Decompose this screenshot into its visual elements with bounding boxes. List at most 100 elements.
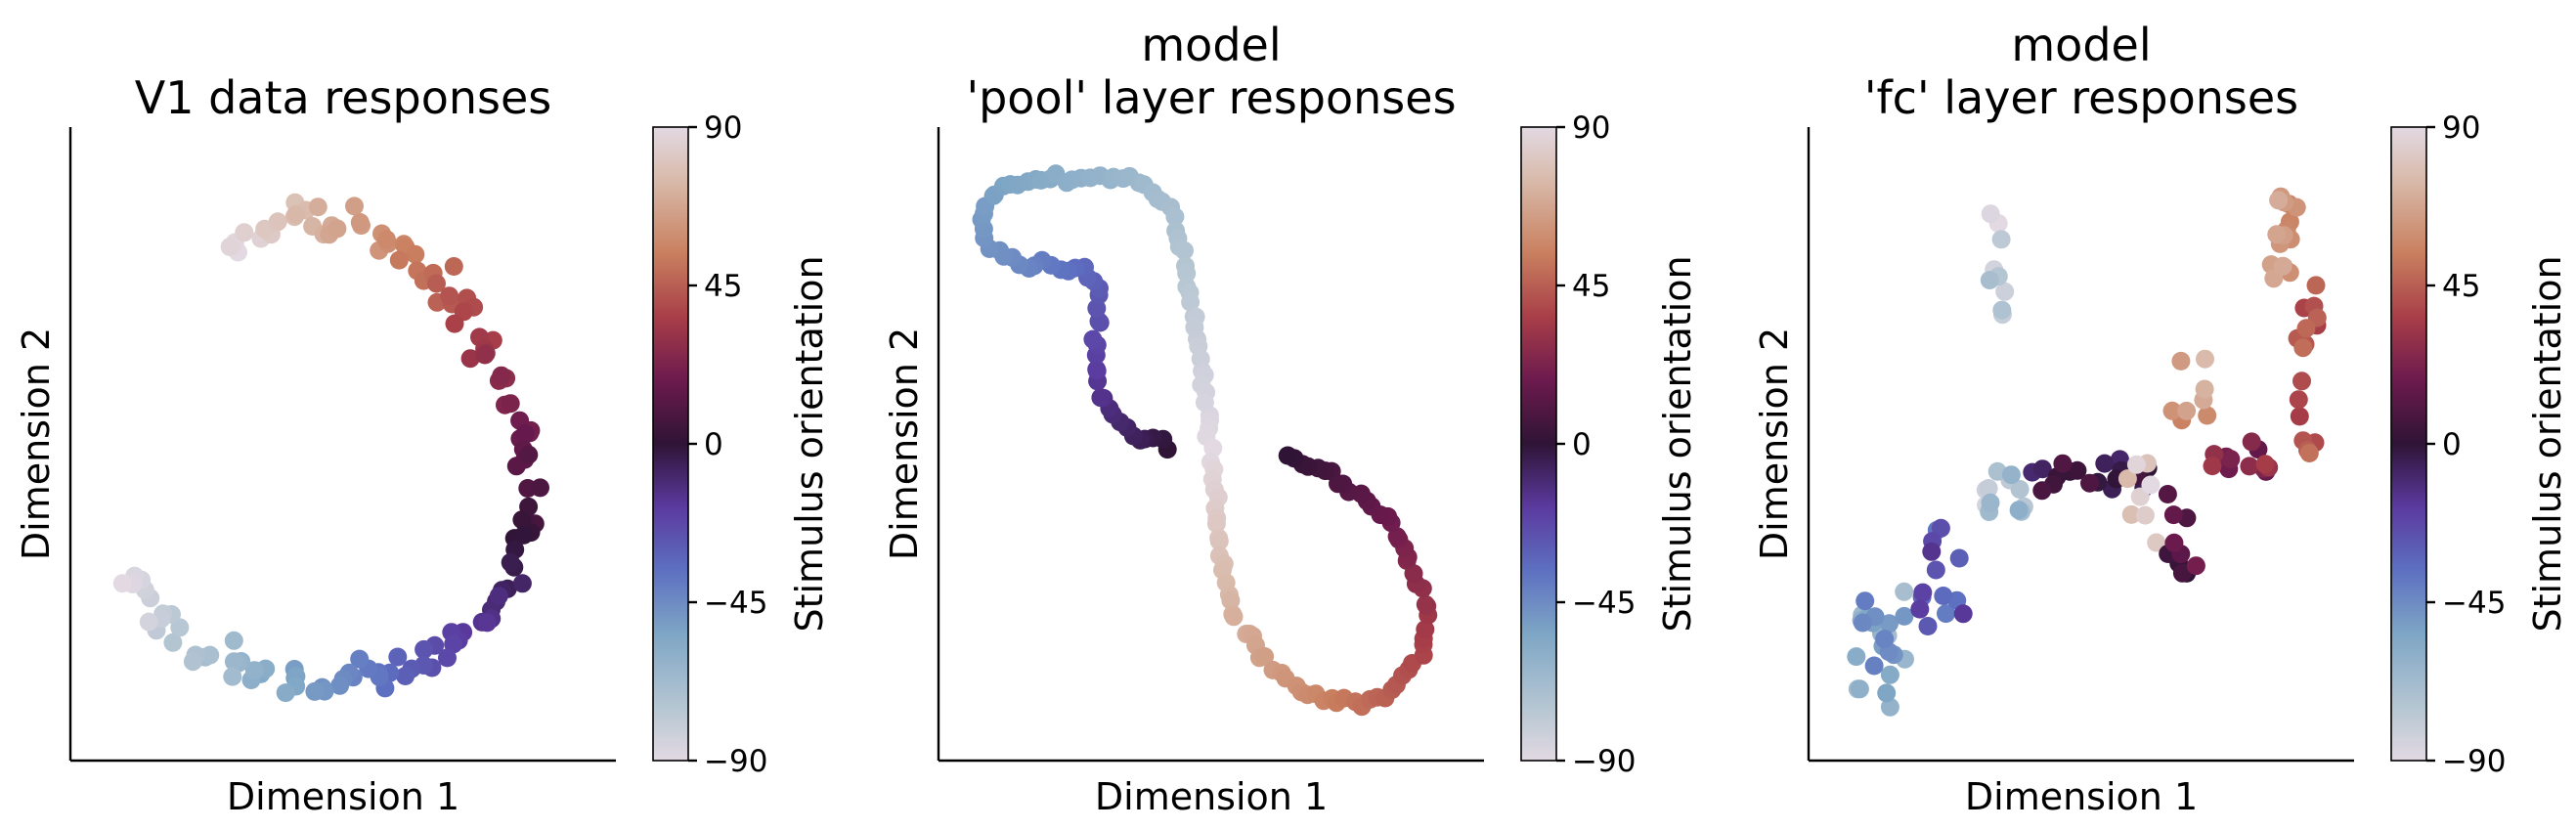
data-point xyxy=(2032,459,2052,479)
data-point xyxy=(445,314,464,333)
data-point xyxy=(475,345,495,365)
data-point xyxy=(1091,388,1111,408)
data-point xyxy=(2196,349,2214,369)
data-point xyxy=(2009,501,2029,520)
data-point xyxy=(139,612,158,632)
data-point xyxy=(1991,230,2011,249)
data-point xyxy=(2306,276,2326,295)
data-point xyxy=(2118,469,2137,489)
colorbar-gradient xyxy=(1521,127,1556,761)
data-point xyxy=(305,681,325,701)
data-point xyxy=(345,197,364,216)
data-point xyxy=(1087,360,1107,379)
data-point xyxy=(438,648,457,668)
data-point xyxy=(376,230,396,249)
data-point xyxy=(2255,455,2275,474)
data-point xyxy=(1980,271,1999,289)
scatter-points xyxy=(112,193,549,703)
data-point xyxy=(1937,604,1955,624)
chart-title: model xyxy=(1141,19,1281,71)
colorbar-tick-label: 45 xyxy=(2442,269,2480,304)
colorbar-label: Stimulus orientation xyxy=(788,255,831,632)
data-point xyxy=(1278,446,1297,465)
data-point xyxy=(1853,613,1872,633)
data-point xyxy=(1913,583,1933,602)
data-point xyxy=(1875,630,1895,649)
data-point xyxy=(2032,481,2052,501)
data-point xyxy=(200,645,220,665)
data-point xyxy=(2242,432,2261,452)
data-point xyxy=(492,366,511,385)
data-point xyxy=(519,445,539,464)
colorbar: −90 −45 0 45 90 Stimulus orientation xyxy=(652,110,831,779)
data-point xyxy=(2001,465,2021,485)
data-point xyxy=(2135,505,2155,525)
data-point xyxy=(1175,240,1194,260)
y-axis-label: Dimension 2 xyxy=(883,328,926,560)
data-point xyxy=(330,676,350,695)
data-point xyxy=(1953,604,1973,624)
data-point xyxy=(501,552,520,572)
data-point xyxy=(1877,683,1897,703)
data-point xyxy=(224,652,243,672)
data-point xyxy=(183,652,202,672)
data-point xyxy=(1918,617,1938,635)
colorbar-tick-label: 90 xyxy=(1572,110,1610,146)
chart-title: V1 data responses xyxy=(135,71,552,124)
data-point xyxy=(1926,560,1945,580)
data-point xyxy=(1165,207,1185,227)
x-axis-label: Dimension 1 xyxy=(1965,775,2198,818)
data-point xyxy=(2177,401,2197,420)
colorbar-gradient xyxy=(653,127,688,761)
data-point xyxy=(2292,371,2311,391)
data-point xyxy=(515,424,535,443)
data-point xyxy=(276,683,295,703)
data-point xyxy=(244,661,264,680)
data-point xyxy=(2147,533,2166,552)
data-point xyxy=(406,244,425,264)
colorbar-tick-label: −90 xyxy=(1572,744,1636,779)
data-point xyxy=(112,574,132,593)
data-point xyxy=(1177,264,1197,284)
colorbar-tick-label: −90 xyxy=(704,744,767,779)
data-point xyxy=(389,250,409,270)
data-point xyxy=(1910,599,1930,619)
data-point xyxy=(1255,647,1275,666)
data-point xyxy=(2203,457,2222,476)
data-point xyxy=(350,213,370,232)
colorbar-tick-label: −90 xyxy=(2442,744,2506,779)
data-point xyxy=(220,238,240,256)
colorbar-tick-label: 0 xyxy=(2442,427,2462,462)
panel-v1-data: V1 data responses Dimension 1 Dimension 2 −… xyxy=(15,71,831,818)
data-point xyxy=(2269,191,2289,210)
data-point xyxy=(163,633,183,652)
data-point xyxy=(396,667,415,685)
data-point xyxy=(350,649,370,669)
data-point xyxy=(415,639,434,659)
data-point xyxy=(460,349,480,369)
data-point xyxy=(2198,406,2217,425)
data-point xyxy=(531,478,549,498)
data-point xyxy=(1224,607,1244,627)
data-point xyxy=(2162,401,2182,420)
colorbar-label: Stimulus orientation xyxy=(2526,255,2569,632)
data-point xyxy=(427,274,446,293)
data-point xyxy=(223,667,242,686)
data-point xyxy=(2095,454,2115,473)
data-point xyxy=(1934,587,1953,605)
data-point xyxy=(1864,656,1884,676)
data-point xyxy=(2126,455,2146,474)
data-point xyxy=(235,223,254,242)
data-point xyxy=(286,205,305,225)
data-point xyxy=(2171,351,2191,371)
data-point xyxy=(512,574,532,593)
data-point xyxy=(440,286,459,306)
data-point xyxy=(1206,514,1226,534)
data-point xyxy=(1981,493,2000,512)
data-point xyxy=(514,525,534,545)
data-point xyxy=(2195,379,2214,399)
colorbar-tick-label: −45 xyxy=(2442,586,2506,621)
colorbar-tick-label: 90 xyxy=(704,110,742,146)
colorbar-gradient xyxy=(2391,127,2426,761)
data-point xyxy=(2267,225,2287,244)
